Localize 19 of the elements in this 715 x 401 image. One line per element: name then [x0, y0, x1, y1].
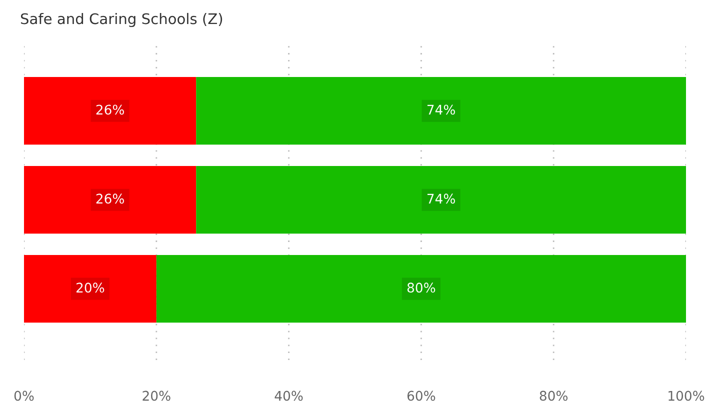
x-tick-label: 60%: [407, 390, 436, 401]
bar: [156, 255, 686, 323]
x-tick-label: 100%: [668, 390, 704, 401]
x-tick-label: 20%: [142, 390, 170, 401]
x-tick-label: 40%: [274, 390, 303, 401]
data-label: 26%: [96, 194, 124, 204]
chart-title: Safe and Caring Schools (Z): [20, 12, 222, 28]
x-tick-label: 0%: [14, 390, 34, 401]
bar: [196, 166, 686, 234]
data-label: 80%: [407, 282, 436, 293]
x-tick-label: 80%: [540, 390, 568, 401]
bar: [24, 255, 156, 323]
data-label: 74%: [427, 104, 455, 115]
data-label: 20%: [76, 282, 104, 293]
data-label: 26%: [96, 104, 124, 115]
data-label: 74%: [427, 194, 455, 204]
bar: [196, 77, 686, 145]
bar: [24, 166, 196, 234]
bar: [24, 77, 196, 145]
